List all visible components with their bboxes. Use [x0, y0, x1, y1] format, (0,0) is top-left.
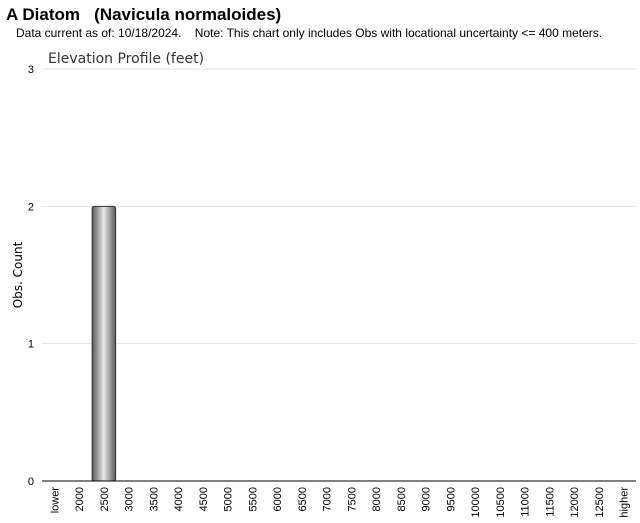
- y-axis-label: Obs. Count: [11, 241, 25, 308]
- x-tick-label: 8500: [396, 487, 408, 511]
- x-tick-label: lower: [49, 487, 61, 514]
- x-tick-label: 12500: [594, 487, 606, 518]
- x-tick-label: 2000: [74, 487, 86, 511]
- x-tick-label: 5000: [223, 487, 235, 511]
- x-tick-label: 4500: [198, 487, 210, 511]
- x-tick-label: 7500: [346, 487, 358, 511]
- x-tick-label: 11000: [520, 487, 532, 517]
- y-tick-label: 2: [28, 201, 34, 213]
- x-tick-label: 3000: [124, 487, 136, 511]
- x-tick-label: 10000: [470, 487, 482, 518]
- y-tick-label: 1: [28, 339, 34, 351]
- x-tick-label: 11500: [544, 487, 556, 517]
- x-tick-label: 9500: [445, 487, 457, 511]
- x-tick-label: 12000: [569, 487, 581, 518]
- chart-title: Elevation Profile (feet): [48, 51, 204, 67]
- x-tick-label: 6500: [297, 487, 309, 511]
- x-tick-label: 10500: [495, 487, 507, 518]
- page-title: A Diatom (Navicula normaloides): [6, 5, 282, 24]
- y-tick-label: 3: [28, 64, 34, 76]
- y-tick-label: 0: [28, 476, 34, 488]
- x-tick-label: 3500: [148, 487, 160, 511]
- bar-2500: [91, 205, 117, 482]
- x-tick-label: 7000: [322, 487, 334, 511]
- x-tick-label: 8000: [371, 487, 383, 511]
- x-tick-label: 5500: [247, 487, 259, 511]
- x-tick-label: 4000: [173, 487, 185, 511]
- x-tick-label: 6000: [272, 487, 284, 511]
- x-tick-label: higher: [619, 487, 631, 518]
- data-note: Data current as of: 10/18/2024. Note: Th…: [16, 26, 603, 40]
- x-tick-label: 9000: [421, 487, 433, 511]
- x-tick-label: 2500: [99, 487, 111, 511]
